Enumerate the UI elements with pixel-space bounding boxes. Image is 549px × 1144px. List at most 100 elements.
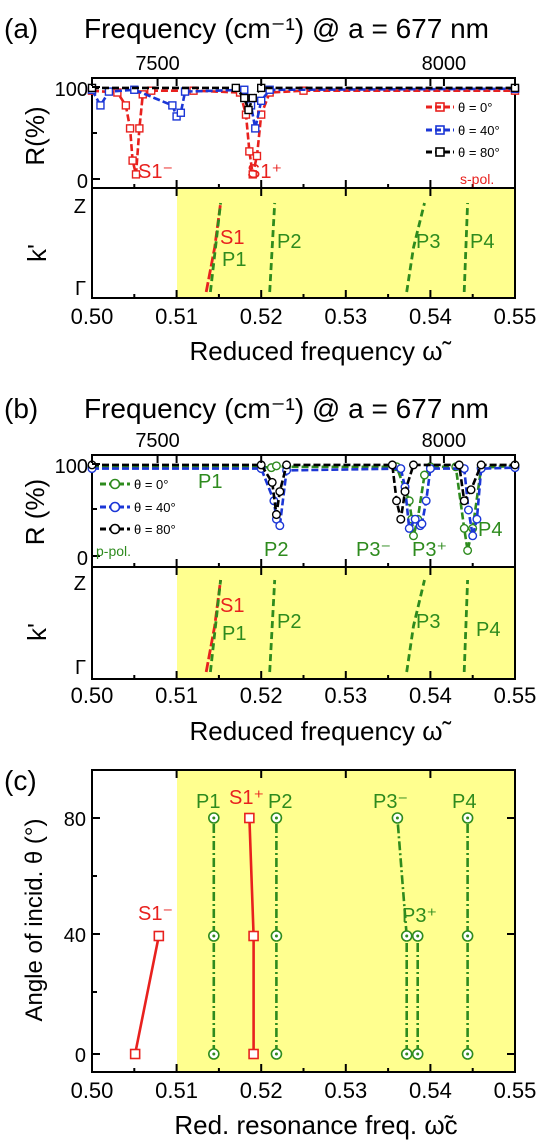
data-point-40 — [468, 531, 478, 541]
panel-b-band-plot: Z Γ k' S1 P1 P2 P3 P4 — [22, 566, 516, 680]
panel-c-tag: (c) — [4, 765, 37, 796]
data-point-80 — [454, 460, 464, 470]
data-point-center-p3-plus — [416, 934, 420, 938]
dip-label-p3-plus: P3⁺ — [412, 539, 447, 561]
ytick-label-0: 0 — [77, 171, 88, 193]
data-point-40 — [421, 496, 431, 506]
xtick-label: 0.53 — [324, 1078, 367, 1103]
data-point-80 — [396, 514, 406, 524]
data-point-center-p2 — [274, 1052, 278, 1056]
band-line-p4 — [462, 202, 469, 293]
data-point-center-p1 — [212, 934, 216, 938]
xtick-label: 0.52 — [240, 1078, 283, 1103]
legend-label-theta-0: θ = 0° — [458, 100, 492, 115]
dip-label-s1-plus: S1⁺ — [247, 161, 282, 183]
band-line-p3 — [405, 579, 426, 673]
band-label-p1: P1 — [222, 249, 246, 271]
data-point-80 — [408, 460, 418, 470]
data-point-center-p4 — [466, 934, 470, 938]
data-point-0 — [463, 545, 473, 555]
panel-c: (c) 80 40 0 Angle of incid. θ (°) 0.50 0.… — [4, 765, 536, 1140]
data-point-80 — [476, 460, 486, 470]
band-line-p2 — [268, 579, 277, 673]
data-point-80 — [400, 487, 410, 497]
dip-label-p3-minus: P3⁻ — [356, 539, 391, 561]
xtick-label: 0.55 — [494, 683, 537, 708]
panel-b-band-shade — [177, 568, 515, 678]
legend-label-theta-40: θ = 40° — [134, 500, 176, 515]
legend-label-theta-80: θ = 80° — [458, 145, 500, 160]
panel-c-shade — [177, 771, 515, 1071]
panel-b-legend: θ = 0° θ = 40° θ = 80° — [100, 477, 176, 537]
data-point-0 — [408, 531, 418, 541]
legend-marker — [435, 102, 445, 112]
xtick-label: 0.53 — [324, 304, 367, 329]
point-label-p2: P2 — [268, 791, 292, 813]
band-label-p4: P4 — [470, 231, 494, 253]
xtick-label: 0.51 — [155, 683, 198, 708]
point-label-p1: P1 — [196, 791, 220, 813]
series-line-80 — [92, 463, 515, 520]
band-ytick-z: Z — [74, 196, 86, 218]
panel-c-series — [129, 812, 474, 1060]
panel-a-reflectance-yticks: 100 0 — [55, 79, 100, 193]
data-point-s1-minus — [129, 1048, 141, 1060]
band-label-p3: P3 — [416, 611, 440, 633]
data-point-0 — [252, 151, 262, 161]
data-point-center-p1 — [212, 1052, 216, 1056]
panel-c-ylabel: Angle of incid. θ (°) — [21, 818, 48, 1021]
band-label-s1: S1 — [220, 227, 244, 249]
data-point-80 — [248, 93, 257, 103]
legend-marker — [109, 478, 121, 490]
panel-a-band-plot: Z Γ k' S1 P1 P2 P3 P4 — [22, 187, 516, 300]
xtick-label: 0.54 — [409, 683, 452, 708]
panel-b-band-series — [204, 579, 469, 673]
data-point-0 — [121, 101, 131, 110]
panel-a-legend: θ = 0° θ = 40° θ = 80° — [426, 100, 500, 160]
point-label-s1-minus: S1⁻ — [138, 903, 173, 925]
legend-entry-theta-0: θ = 0° — [100, 477, 168, 492]
panel-a-polarization-label: s-pol. — [460, 171, 494, 187]
data-point-0 — [245, 147, 254, 156]
data-point-40 — [251, 124, 260, 133]
data-point-80 — [271, 510, 281, 520]
band-label-p2: P2 — [277, 611, 301, 633]
panel-b-reflectance-series — [87, 460, 520, 555]
panel-a-xlabel: Reduced frequency ω̃ — [189, 336, 451, 366]
series-line-40 — [90, 87, 516, 129]
band-label-p2: P2 — [277, 231, 301, 253]
top-tick-label: 7500 — [135, 430, 180, 452]
band-ytick-gamma: Γ — [75, 657, 86, 679]
band-line-p4 — [462, 579, 469, 673]
data-point-40 — [257, 96, 266, 106]
data-point-40 — [96, 101, 105, 110]
data-point-0 — [135, 124, 144, 133]
data-point-0 — [459, 523, 469, 533]
data-point-0 — [271, 461, 281, 471]
band-line-p2 — [268, 202, 277, 293]
band-ytick-gamma: Γ — [75, 278, 86, 300]
point-label-p4: P4 — [452, 791, 476, 813]
xtick-label: 0.55 — [494, 304, 537, 329]
legend-label-theta-80: θ = 80° — [134, 522, 176, 537]
ytick-label-0: 0 — [77, 548, 88, 570]
series-line-p3-minus — [396, 817, 409, 1054]
data-point-center-p4 — [466, 1052, 470, 1056]
panel-c-xticks — [91, 770, 516, 1072]
panel-a-xtick-labels: 0.50 0.51 0.52 0.53 0.54 0.55 — [71, 304, 537, 329]
panel-b-tag: (b) — [4, 393, 38, 424]
data-point-center-p1 — [212, 816, 216, 820]
ytick-label-100: 100 — [55, 79, 88, 101]
ytick-label-80: 80 — [64, 809, 86, 831]
panel-a-reflectance-ylabel: R(%) — [20, 106, 50, 165]
panel-c-yticks: 80 40 0 — [64, 809, 515, 1067]
panel-a-band-ylabel: k' — [22, 244, 52, 262]
ytick-label-100: 100 — [55, 456, 88, 478]
data-point-40 — [463, 505, 473, 515]
xtick-label: 0.51 — [155, 1078, 198, 1103]
data-point-40 — [410, 514, 420, 524]
legend-label-theta-40: θ = 40° — [458, 123, 500, 138]
xtick-label: 0.50 — [71, 1078, 114, 1103]
ytick-label-40: 40 — [64, 925, 86, 947]
data-point-center-p3-minus — [405, 934, 409, 938]
